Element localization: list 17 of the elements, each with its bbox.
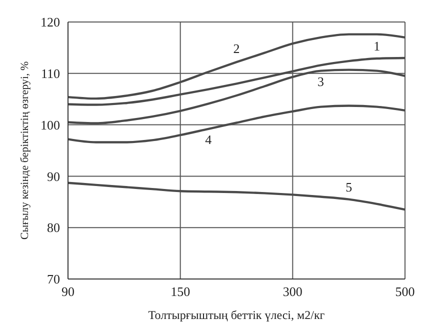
y-axis-title: Сығылу кезінде беріктіктің өзгеруі, % bbox=[18, 61, 31, 240]
x-axis-title: Толтырғыштың беттік үлесі, м2/кг bbox=[148, 308, 325, 322]
y-tick-label: 90 bbox=[47, 168, 60, 184]
series-label: 2 bbox=[233, 41, 240, 56]
y-tick-label: 120 bbox=[40, 14, 60, 30]
y-tick-label: 70 bbox=[47, 272, 60, 287]
series-label: 3 bbox=[318, 74, 324, 89]
x-tick-label: 90 bbox=[62, 284, 74, 300]
series-label: 1 bbox=[374, 38, 380, 54]
x-tick-label: 500 bbox=[395, 284, 415, 300]
y-tick-label: 100 bbox=[40, 117, 60, 132]
series-label: 5 bbox=[346, 179, 352, 194]
x-tick-label: 150 bbox=[170, 284, 190, 300]
x-tick-label: 300 bbox=[282, 284, 302, 300]
y-tick-label: 110 bbox=[40, 66, 60, 82]
y-tick-label: 80 bbox=[47, 220, 60, 236]
series-label: 4 bbox=[205, 132, 212, 147]
